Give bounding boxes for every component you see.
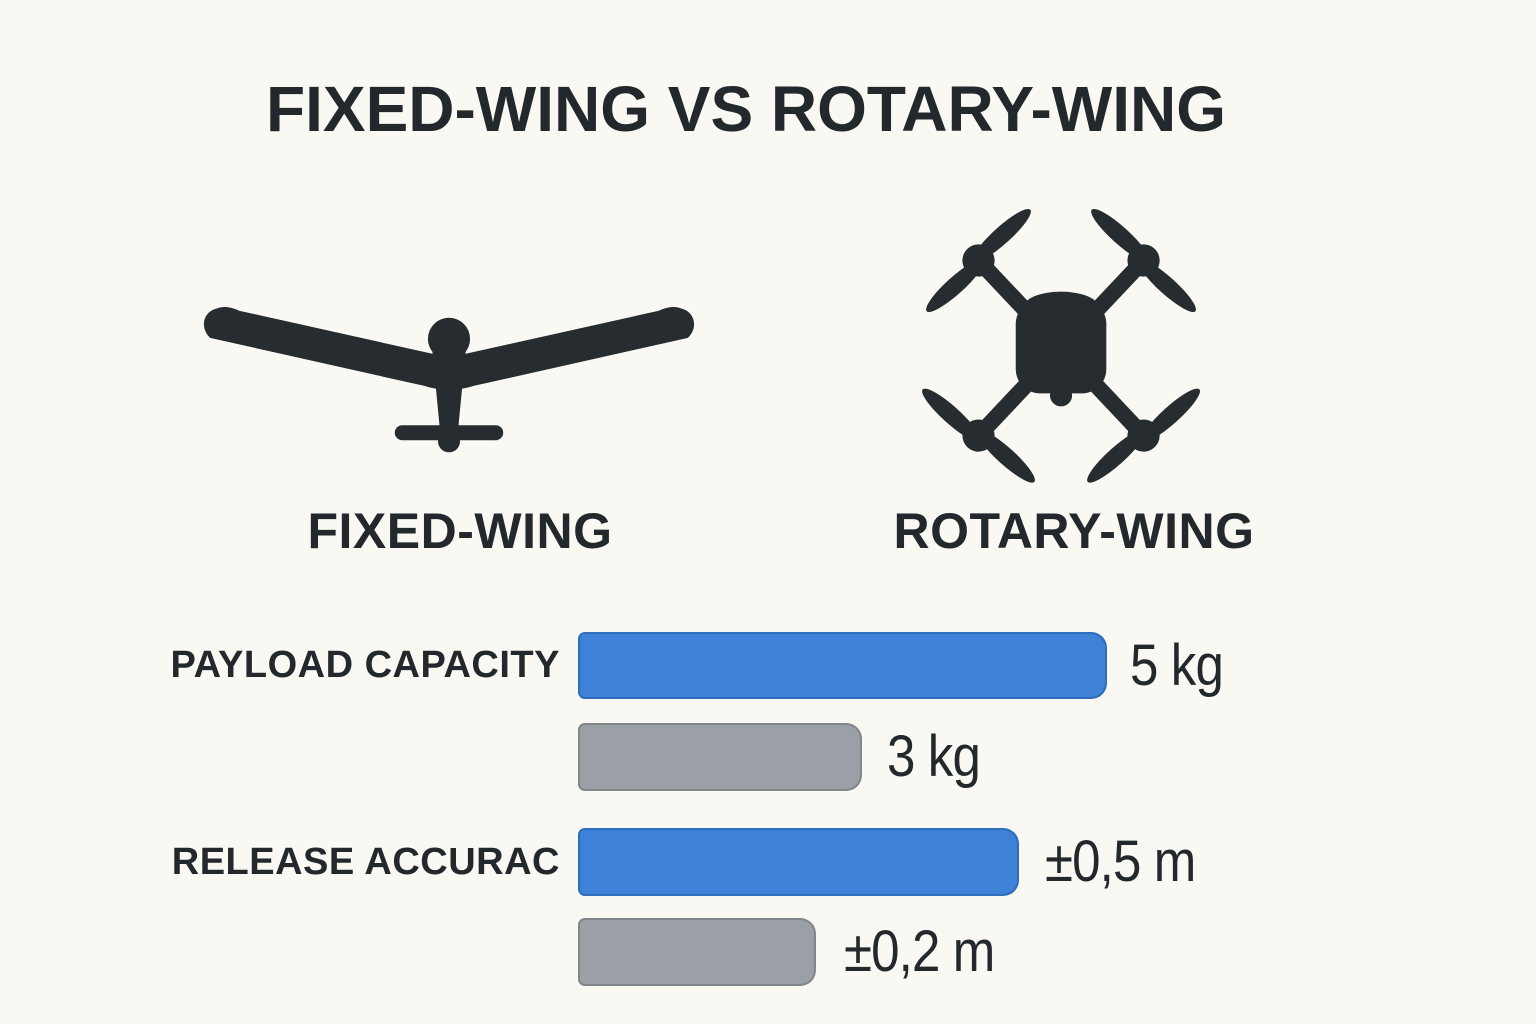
- fixed-wing-label: FIXED-WING: [307, 503, 613, 559]
- rotary-wing-label: ROTARY-WING: [893, 503, 1255, 559]
- payload-fixed-wing-bar: [578, 632, 1107, 699]
- rotary-wing-drone-icon: [922, 208, 1201, 483]
- fixed-wing-drone-icon: [203, 306, 695, 453]
- release-accuracy-label: RELEASE ACCURAC: [171, 841, 560, 883]
- infographic-title: FIXED-WING VS ROTARY-WING: [266, 73, 1226, 145]
- payload-capacity-label: PAYLOAD CAPACITY: [170, 644, 560, 686]
- release-fixed-wing-bar: [578, 828, 1019, 896]
- payload-rotary-wing-value: 3 kg: [887, 724, 981, 789]
- release-rotary-wing-bar: [578, 918, 816, 986]
- payload-rotary-wing-bar: [578, 723, 862, 791]
- release-fixed-wing-value: ±0,5 m: [1045, 829, 1196, 894]
- payload-fixed-wing-value: 5 kg: [1130, 633, 1224, 698]
- release-rotary-wing-value: ±0,2 m: [844, 919, 995, 984]
